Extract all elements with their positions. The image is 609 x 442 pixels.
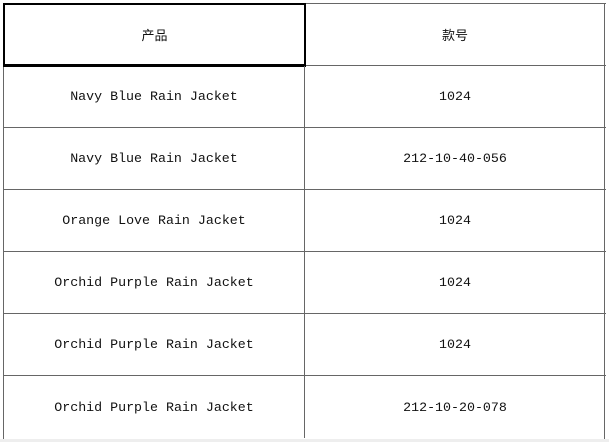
table-header-row: 产品 款号	[3, 3, 606, 67]
style-number-cell: 1024	[439, 337, 471, 352]
page-bottom-edge	[0, 439, 609, 442]
table-row: Navy Blue Rain Jacket 1024	[4, 66, 606, 128]
style-number-cell: 1024	[439, 89, 471, 104]
product-cell: Navy Blue Rain Jacket	[4, 66, 305, 127]
product-cell: Orange Love Rain Jacket	[4, 190, 305, 251]
style-number-cell: 1024	[439, 275, 471, 290]
product-cell: Navy Blue Rain Jacket	[4, 128, 305, 189]
table-row: Orchid Purple Rain Jacket 212-10-20-078	[4, 376, 606, 438]
style-number-cell: 212-10-40-056	[403, 151, 507, 166]
header-product: 产品	[3, 3, 306, 67]
table-row: Orange Love Rain Jacket 1024	[4, 190, 606, 252]
table-row: Navy Blue Rain Jacket 212-10-40-056	[4, 128, 606, 190]
product-cell: Orchid Purple Rain Jacket	[4, 314, 305, 375]
style-number-cell: 1024	[439, 213, 471, 228]
style-number-cell: 212-10-20-078	[403, 399, 507, 415]
product-table: 产品 款号 Navy Blue Rain Jacket 1024 Navy Bl…	[3, 3, 606, 440]
product-cell: Orchid Purple Rain Jacket	[4, 252, 305, 313]
table-row: Orchid Purple Rain Jacket 1024	[4, 314, 606, 376]
header-style-number: 款号	[441, 29, 468, 44]
product-cell: Orchid Purple Rain Jacket	[4, 376, 305, 438]
table-row: Orchid Purple Rain Jacket 1024	[4, 252, 606, 314]
